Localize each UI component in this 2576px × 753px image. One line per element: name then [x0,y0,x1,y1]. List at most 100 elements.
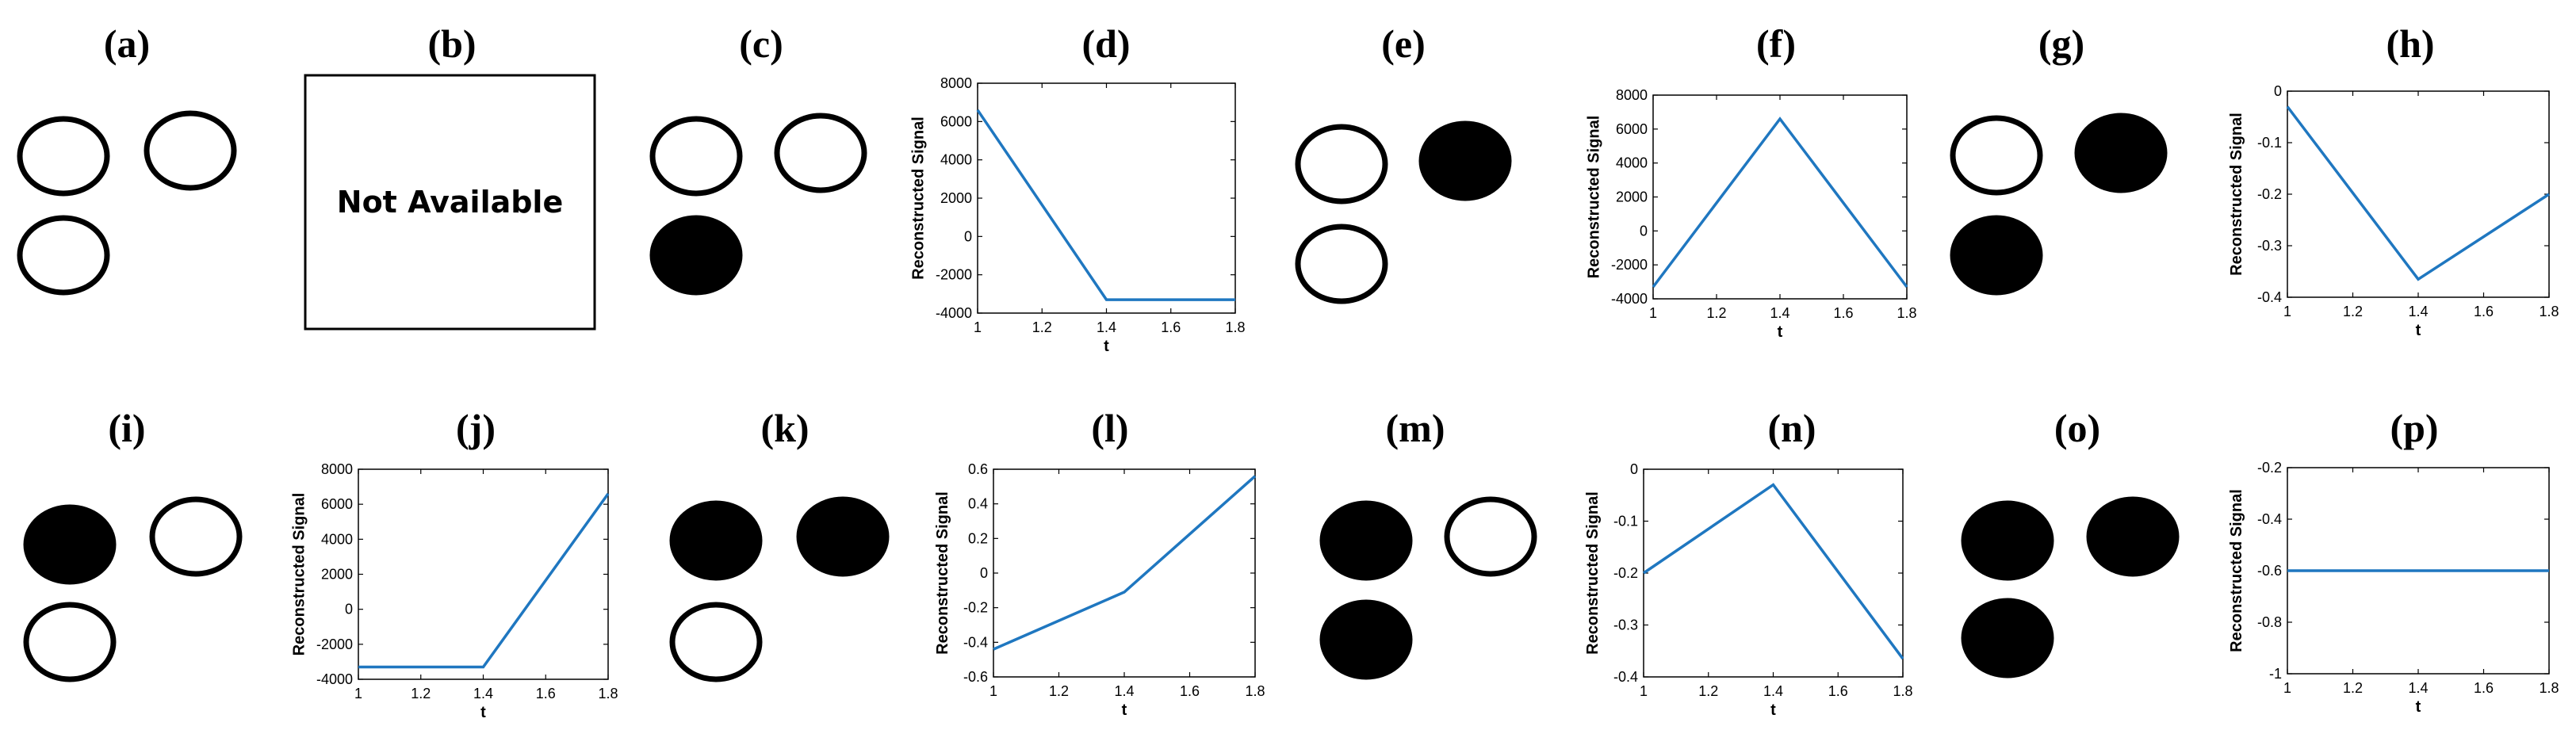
x-tick-label: 1.8 [1897,305,1916,321]
x-axis-label: t [1770,701,1776,719]
filled-circle [2086,496,2180,577]
panel-i: (i) [23,406,243,682]
x-tick-label: 1 [1649,305,1657,321]
x-tick-label: 1 [2283,304,2291,319]
panel-label: (l) [1091,406,1128,450]
panel-label: (m) [1386,406,1445,450]
y-tick-label: -0.2 [2257,460,2282,476]
panel-label: (c) [739,21,783,66]
y-tick-label: -2000 [936,267,972,283]
y-tick-label: -0.1 [2257,135,2282,151]
y-tick-label: 4000 [321,531,353,547]
panel-o: (o) [1961,406,2180,678]
y-tick-label: -0.3 [1613,617,1638,633]
y-axis-label: Reconstructed Signal [910,117,928,280]
filled-circle [1418,120,1512,201]
x-axis-label: t [2416,698,2421,716]
x-tick-label: 1.6 [2474,304,2494,319]
y-tick-label: 0 [964,228,972,244]
y-tick-label: 6000 [321,496,353,512]
y-tick-label: 0 [345,602,353,617]
y-axis-label: Reconstructed Signal [1584,491,1602,655]
x-tick-label: 1.2 [411,686,431,701]
y-tick-label: 2000 [1616,189,1648,205]
x-tick-label: 1 [1640,683,1648,699]
y-tick-label: -0.4 [963,634,988,650]
x-tick-label: 1.2 [2343,680,2363,696]
y-tick-label: 0 [2274,83,2282,99]
y-tick-label: -1 [2269,666,2282,682]
series-line [2286,105,2550,281]
panel-d: (d) 1 1.2 1.4 1.6 1.8 -4000 -2000 0 2000 4000 6000 8… [910,21,1246,355]
x-tick-label: 1.6 [1180,683,1200,699]
filled-circle [2074,113,2168,193]
y-tick-label: -0.2 [2257,186,2282,202]
plot-frame [977,82,1236,314]
panel-label: (i) [108,406,145,450]
panel-a: (a) [17,21,237,296]
x-tick-label: 1.4 [1763,683,1783,699]
x-tick-label: 1.8 [1893,683,1912,699]
panel-label: (n) [1767,406,1816,450]
panel-label: (a) [104,21,150,66]
filled-circle [796,496,890,577]
y-tick-label: 0 [1640,223,1648,239]
y-tick-label: -0.8 [2257,614,2282,630]
empty-circle [1950,115,2043,196]
y-axis-label: Reconstructed Signal [291,493,308,656]
y-tick-label: -0.4 [2257,289,2282,305]
x-tick-label: 1.4 [473,686,493,701]
x-tick-label: 1.6 [2474,680,2494,696]
not-available-box [304,74,596,331]
filled-circle [1961,598,2054,678]
empty-circle [17,116,110,197]
empty-circle [669,602,763,682]
plot-frame [358,468,609,680]
y-tick-label: 0 [980,565,988,581]
panel-label: (k) [760,406,809,450]
panel-label: (b) [427,21,476,66]
y-tick-label: 8000 [321,461,353,477]
y-tick-label: 0.4 [968,496,988,512]
y-axis-label: Reconstructed Signal [934,491,951,655]
empty-circle [649,116,743,197]
x-tick-label: 1.4 [1770,305,1789,321]
plot-frame [1643,468,1904,678]
y-tick-label: 8000 [1616,87,1648,103]
y-tick-label: -2000 [316,636,353,652]
y-tick-label: 6000 [940,113,972,129]
x-tick-label: 1 [2283,680,2291,696]
x-tick-label: 1.8 [2539,304,2559,319]
empty-circle [23,602,117,682]
y-tick-label: 0.2 [968,530,988,546]
x-tick-label: 1.6 [1833,305,1853,321]
filled-circle [1950,215,2043,296]
panel-label: (h) [2386,21,2434,66]
not-available-text: Not Available [337,185,563,220]
plot-frame [2287,90,2550,298]
x-tick-label: 1 [989,683,997,699]
x-tick-label: 1.6 [1828,683,1848,699]
x-tick-label: 1.6 [536,686,556,701]
panel-label: (o) [2054,406,2100,450]
series-line [1652,117,1908,289]
panel-label: (d) [1081,21,1130,66]
series-line [976,109,1235,301]
y-tick-label: -4000 [1611,291,1648,307]
y-tick-label: -0.2 [963,600,988,616]
x-tick-label: 1.4 [2408,680,2428,696]
panel-h: (h) 1 1.2 1.4 1.6 1.8 -0.4 -0.3 -0.2 -0.1 0 t Recons… [2228,21,2559,339]
x-tick-label: 1.2 [1706,305,1726,321]
panel-label: (p) [2390,406,2438,450]
filled-circle [1961,500,2054,581]
panel-label: (j) [456,406,496,450]
y-tick-label: -4000 [936,305,972,321]
y-tick-label: -0.2 [1613,565,1638,581]
x-tick-label: 1 [354,686,362,701]
panel-label: (f) [1756,21,1796,66]
y-axis-label: Reconstructed Signal [2228,489,2245,652]
y-tick-label: -4000 [316,671,353,687]
x-axis-label: t [1104,338,1109,355]
panel-p: (p) 1 1.2 1.4 1.6 1.8 -1 -0.8 -0.6 -0.4 -0.2 t Recon… [2228,406,2559,716]
